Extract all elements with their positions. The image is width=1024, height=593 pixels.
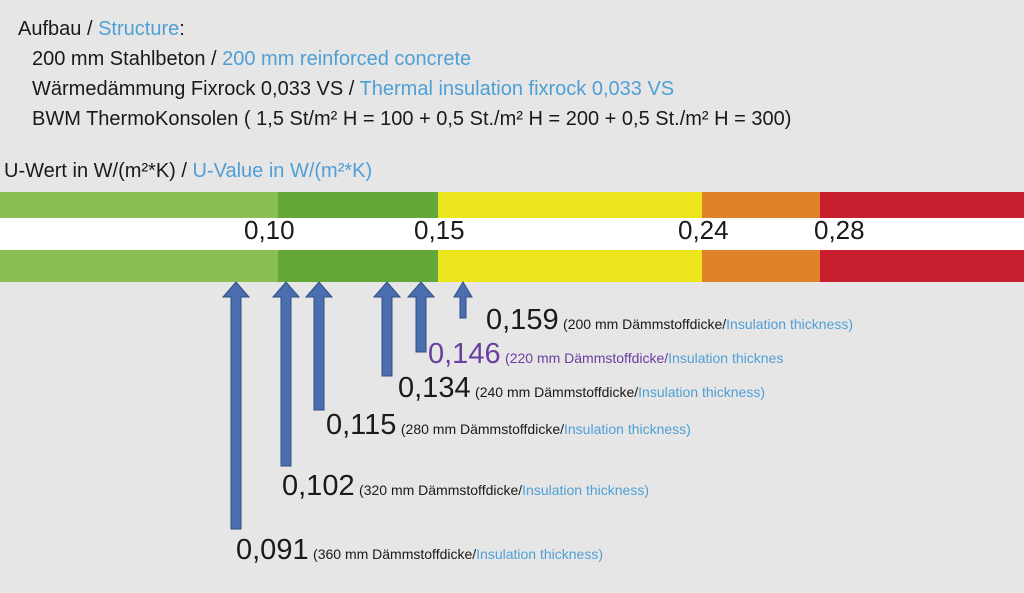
reading-0159: 0,159 (200 mm Dämmstoffdicke/Insulation … bbox=[486, 304, 853, 337]
reading-value: 0,134 bbox=[398, 372, 471, 404]
reading-desc-en: Insulation thickness) bbox=[726, 316, 853, 332]
reading-desc-de: (220 mm Dämmstoffdicke/ bbox=[505, 350, 669, 366]
reading-0091: 0,091 (360 mm Dämmstoffdicke/Insulation … bbox=[236, 534, 603, 567]
reading-value: 0,091 bbox=[236, 534, 309, 566]
reading-desc-de: (320 mm Dämmstoffdicke/ bbox=[359, 482, 523, 498]
reading-0146: 0,146 (220 mm Dämmstoffdicke/Insulation … bbox=[428, 338, 783, 371]
structure-title: Aufbau / Structure: bbox=[18, 14, 791, 44]
reading-desc-de: (360 mm Dämmstoffdicke/ bbox=[313, 546, 477, 562]
reading-value: 0,102 bbox=[282, 470, 355, 502]
arrow-0134 bbox=[372, 281, 402, 377]
arrow-0159 bbox=[453, 281, 473, 319]
reading-desc-en: Insulation thickness) bbox=[638, 384, 765, 400]
structure-line-de: Wärmedämmung Fixrock 0,033 VS / bbox=[32, 78, 355, 100]
reading-value: 0,115 bbox=[326, 409, 397, 441]
reading-desc-en: Insulation thicknes bbox=[668, 350, 784, 366]
arrow-0091 bbox=[221, 281, 251, 530]
structure-line-concrete: 200 mm Stahlbeton / 200 mm reinforced co… bbox=[18, 44, 791, 74]
structure-title-colon: : bbox=[179, 18, 185, 40]
threshold-label: 0,15 bbox=[414, 215, 465, 245]
structure-line-en: 200 mm reinforced concrete bbox=[222, 48, 472, 70]
threshold-label: 0,10 bbox=[244, 215, 295, 245]
structure-header: Aufbau / Structure: 200 mm Stahlbeton / … bbox=[18, 14, 791, 134]
reading-desc-en: Insulation thickness) bbox=[522, 482, 649, 498]
reading-0115: 0,115 (280 mm Dämmstoffdicke/Insulation … bbox=[326, 409, 691, 442]
reading-desc-de: (240 mm Dämmstoffdicke/ bbox=[475, 384, 639, 400]
structure-line-insulation: Wärmedämmung Fixrock 0,033 VS / Thermal … bbox=[18, 74, 791, 104]
reading-desc-en: Insulation thickness) bbox=[476, 546, 603, 562]
reading-desc-en: Insulation thickness) bbox=[564, 421, 691, 437]
threshold-label: 0,28 bbox=[814, 215, 865, 245]
uvalue-title-de: U-Wert in W/(m²*K) / bbox=[4, 160, 187, 182]
uvalue-title-en: U-Value in W/(m²*K) bbox=[192, 160, 373, 182]
structure-line-en: Thermal insulation fixrock 0,033 VS bbox=[359, 78, 675, 100]
arrow-0115 bbox=[304, 281, 334, 411]
arrow-0146 bbox=[406, 281, 436, 353]
reading-value: 0,146 bbox=[428, 338, 501, 370]
uvalue-title: U-Wert in W/(m²*K) / U-Value in W/(m²*K) bbox=[4, 160, 372, 183]
structure-title-de: Aufbau / bbox=[18, 18, 93, 40]
scale-white-band bbox=[0, 218, 1024, 250]
structure-title-en: Structure bbox=[98, 18, 180, 40]
reading-desc-de: (280 mm Dämmstoffdicke/ bbox=[400, 421, 564, 437]
structure-line-de: 200 mm Stahlbeton / bbox=[32, 48, 217, 70]
reading-0102: 0,102 (320 mm Dämmstoffdicke/Insulation … bbox=[282, 470, 649, 503]
threshold-label: 0,24 bbox=[678, 215, 729, 245]
structure-line-de: BWM ThermoKonsolen ( 1,5 St/m² H = 100 +… bbox=[32, 108, 792, 130]
reading-value: 0,159 bbox=[486, 304, 559, 336]
arrow-0102 bbox=[271, 281, 301, 467]
reading-desc-de: (200 mm Dämmstoffdicke/ bbox=[563, 316, 727, 332]
structure-line-consoles: BWM ThermoKonsolen ( 1,5 St/m² H = 100 +… bbox=[18, 104, 791, 134]
reading-0134: 0,134 (240 mm Dämmstoffdicke/Insulation … bbox=[398, 372, 765, 405]
